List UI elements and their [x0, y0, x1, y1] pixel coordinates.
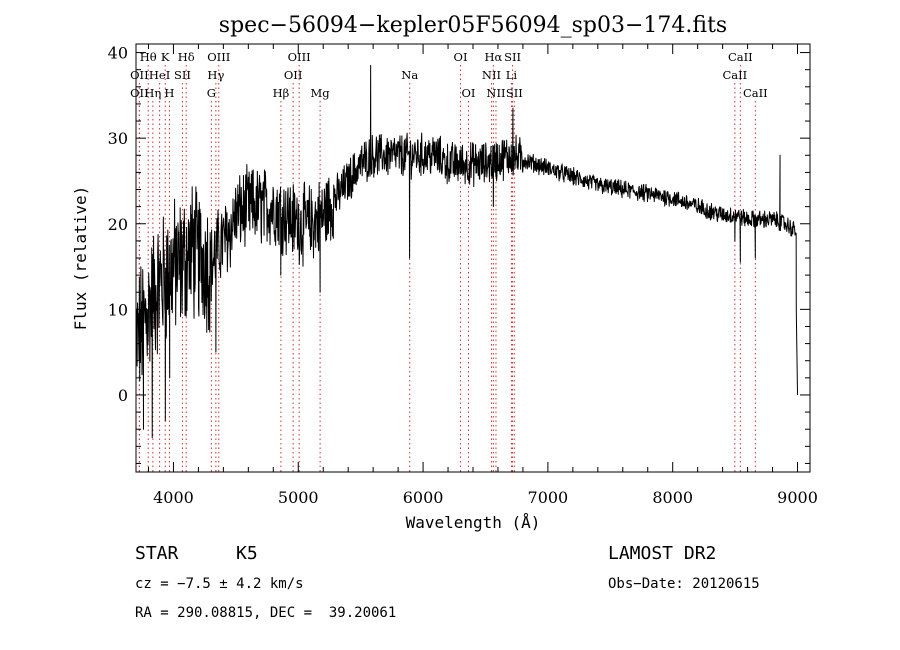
x-tick-label: 8000	[652, 488, 693, 507]
line-marker-label: OII	[130, 86, 149, 100]
line-marker-label: Hδ	[178, 50, 195, 64]
line-marker-label: SII	[504, 50, 521, 64]
line-marker-label: CaII	[722, 68, 747, 82]
object-class: STAR	[135, 543, 179, 564]
line-marker-label: OI	[454, 50, 468, 64]
line-marker-label: Na	[401, 68, 418, 82]
x-tick-label: 7000	[528, 488, 569, 507]
line-marker-label: Hη	[144, 86, 161, 100]
line-marker-label: Li	[506, 68, 518, 82]
line-marker-label: H	[164, 86, 174, 100]
spectrum-trace	[135, 64, 799, 439]
line-marker-label: Hθ	[140, 50, 157, 64]
line-marker-label: OIII	[207, 50, 230, 64]
radial-velocity: cz = −7.5 ± 4.2 km/s	[135, 576, 304, 592]
line-marker-label: G	[207, 86, 216, 100]
y-tick-label: 0	[118, 386, 128, 405]
line-marker-label: Mg	[311, 86, 331, 100]
y-tick-label: 30	[108, 129, 128, 148]
chart-title: spec−56094−kepler05F56094_sp03−174.fits	[219, 13, 727, 38]
line-marker-label: SII	[174, 68, 191, 82]
y-tick-label: 40	[108, 44, 128, 63]
y-tick-label: 20	[108, 215, 128, 234]
spectrum-line	[135, 64, 799, 439]
line-marker-label: OIII	[288, 50, 311, 64]
line-marker-label: SII	[506, 86, 523, 100]
line-marker-label: Hα	[484, 50, 502, 64]
sky-coordinates: RA = 290.08815, DEC = 39.20061	[135, 605, 397, 621]
x-tick-label: 4000	[153, 488, 194, 507]
line-marker-label: HeI	[149, 68, 170, 82]
y-tick-label: 10	[108, 300, 128, 319]
line-marker-label: K	[161, 50, 170, 64]
line-marker-label: NII	[482, 68, 501, 82]
y-axis-label: Flux (relative)	[71, 186, 90, 331]
axis-ticks: 4000 5000 6000 7000 8000 9000 0 10 20 30 40	[108, 44, 818, 507]
line-marker-label: OII	[284, 68, 303, 82]
x-axis-label: Wavelength (Å)	[406, 513, 541, 532]
plot-frame	[135, 43, 811, 473]
line-marker-label: NII	[486, 86, 505, 100]
line-marker-label: CaII	[728, 50, 753, 64]
survey-release: LAMOST DR2	[608, 543, 717, 564]
x-tick-label: 6000	[403, 488, 444, 507]
observation-date: Obs−Date: 20120615	[608, 576, 760, 592]
object-subclass: K5	[236, 543, 258, 564]
x-tick-label: 5000	[278, 488, 319, 507]
line-marker-label: OI	[462, 86, 476, 100]
line-marker-label: Hβ	[273, 86, 290, 100]
line-marker-label: Hγ	[207, 68, 224, 82]
line-marker-label: CaII	[743, 86, 768, 100]
line-marker-label: OII	[130, 68, 149, 82]
x-tick-label: 9000	[777, 488, 818, 507]
